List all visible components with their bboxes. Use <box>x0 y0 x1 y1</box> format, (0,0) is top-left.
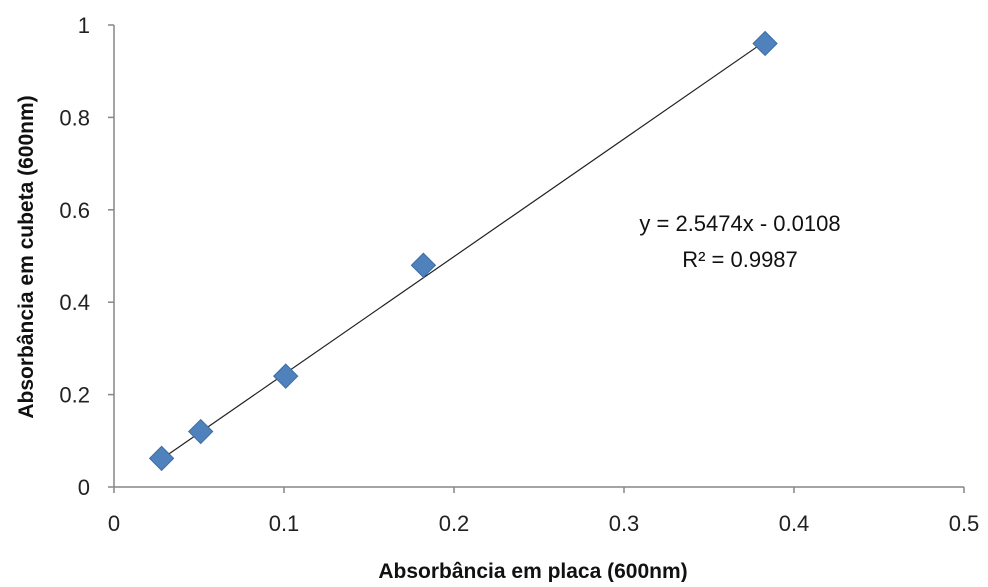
y-tick-label: 0.6 <box>59 198 90 223</box>
r-squared-label: R² = 0.9987 <box>682 247 798 272</box>
data-point <box>148 445 175 472</box>
y-tick-label: 1 <box>78 13 90 38</box>
y-tick-label: 0 <box>78 475 90 500</box>
x-tick-label: 0.2 <box>439 511 470 536</box>
y-tick-label: 0.4 <box>59 290 90 315</box>
x-tick-label: 0 <box>108 511 120 536</box>
axes: 0 0.2 0.4 0.6 0.8 1 0 0.1 0.2 0.3 0.4 0.5 <box>59 13 979 536</box>
x-tick-label: 0.5 <box>949 511 980 536</box>
x-tick-label: 0.4 <box>779 511 810 536</box>
data-point <box>187 418 214 445</box>
data-point <box>410 252 437 278</box>
y-tick-label: 0.8 <box>59 105 90 130</box>
data-points <box>148 30 778 472</box>
x-tick-label: 0.3 <box>609 511 640 536</box>
labels: y = 2.5474x - 0.0108 R² = 0.9987 Absorbâ… <box>15 95 841 583</box>
trendline <box>161 40 766 460</box>
trendline-equation: y = 2.5474x - 0.0108 <box>639 211 840 236</box>
data-point <box>752 30 778 57</box>
y-axis-title: Absorbância em cubeta (600nm) <box>15 95 38 418</box>
data-point <box>272 363 299 389</box>
x-axis-title: Absorbância em placa (600nm) <box>378 560 687 582</box>
y-tick-label: 0.2 <box>59 383 90 408</box>
trendline-layer <box>161 40 766 460</box>
x-tick-label: 0.1 <box>269 511 300 536</box>
